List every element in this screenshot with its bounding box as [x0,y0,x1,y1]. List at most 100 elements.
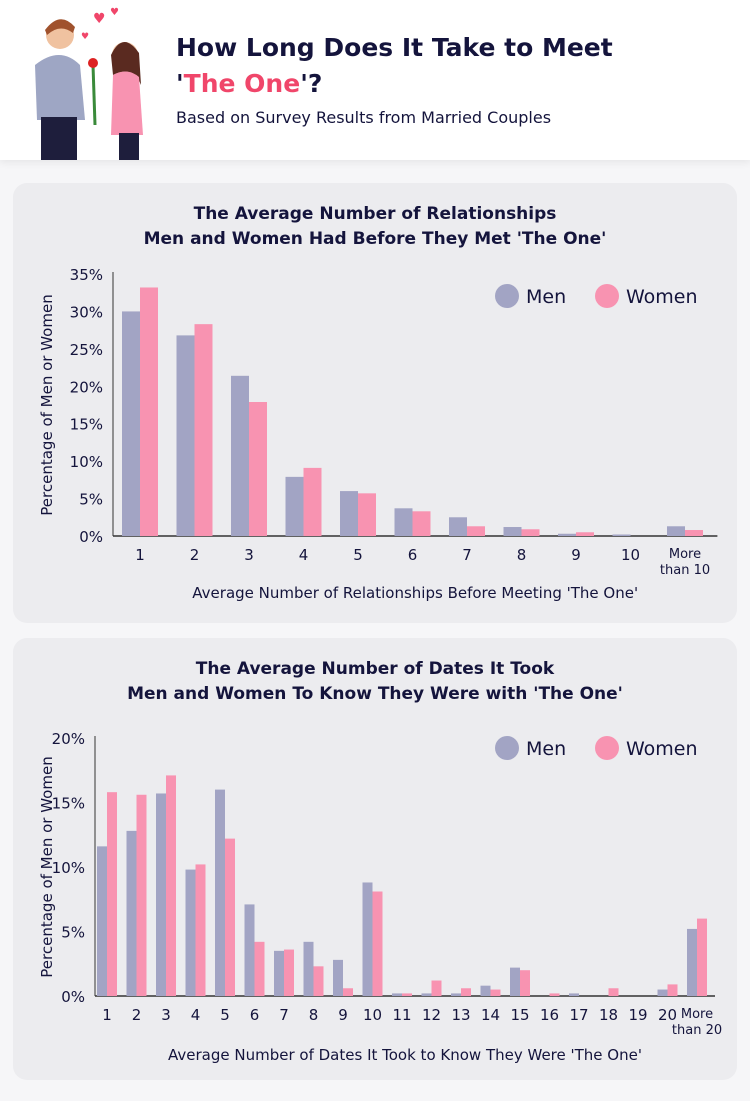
bar-women [461,988,471,996]
y-tick-label: 15% [52,795,85,813]
y-tick-label: 10% [52,859,85,877]
bar-men [122,311,140,536]
x-tick-label: 19 [628,1006,647,1024]
bar-men [274,950,284,996]
bar-men [558,533,576,536]
x-tick-label: than 20 [672,1023,722,1038]
chart-title-line: Men and Women To Know They Were with 'Th… [127,684,623,704]
y-tick-label: 25% [70,341,103,359]
x-tick-label: 1 [135,546,145,564]
couple-illustration: ♥ ♥ ♥ [35,7,143,160]
legend-swatch-men [495,736,519,760]
header: ♥ ♥ ♥ How Long Does It Take to Meet 'The On… [0,0,750,160]
bar-women [685,530,703,536]
y-tick-label: 20% [52,730,85,748]
x-tick-label: 3 [244,546,254,564]
legend-swatch-women [595,284,619,308]
x-tick-label: 17 [569,1006,588,1024]
bar-men [156,793,166,996]
bar-women [166,775,176,996]
x-tick-label: 14 [481,1006,500,1024]
y-tick-label: 0% [61,988,85,1006]
bar-women [107,792,117,996]
svg-text:♥: ♥ [110,7,119,18]
bar-men [657,989,668,996]
x-tick-label: 2 [190,546,200,564]
svg-text:♥: ♥ [93,11,106,27]
bar-men [176,335,195,536]
bar-men [612,534,631,536]
x-tick-label: 7 [279,1006,289,1024]
legend-label-men: Men [526,738,566,760]
x-tick-label: 9 [338,1006,348,1024]
bar-women [431,980,442,996]
bar-men [480,985,491,996]
x-tick-label: 10 [363,1006,382,1024]
y-axis-label: Percentage of Men or Women [38,756,56,977]
bar-women [608,988,619,996]
bar-women [249,402,267,536]
x-tick-label: 8 [309,1006,319,1024]
y-tick-label: 10% [70,453,103,471]
y-tick-label: 5% [79,491,103,509]
x-tick-label: 5 [220,1006,230,1024]
bar-women [412,511,431,536]
x-tick-label: More [669,547,701,562]
x-tick-label: 11 [392,1006,411,1024]
bar-women [402,993,412,996]
page-title: How Long Does It Take to Meet 'The One'? [176,30,613,102]
x-tick-label: 8 [517,546,527,564]
y-axis-label: Percentage of Men or Women [38,294,56,515]
bar-women [576,532,594,536]
bar-men [285,476,304,536]
x-tick-label: 4 [191,1006,201,1024]
x-tick-label: than 10 [660,563,710,578]
x-tick-label: 3 [161,1006,171,1024]
bar-women [195,864,206,996]
bar-women [467,526,485,536]
bar-men [362,882,373,996]
x-tick-label: 6 [408,546,418,564]
title-quote: '? [300,69,323,98]
bar-women [358,493,376,536]
x-tick-label: 10 [621,546,640,564]
y-tick-label: 20% [70,378,103,396]
chart-title-line: Men and Women Had Before They Met 'The O… [143,229,607,249]
title-text: How Long Does It Take to Meet [176,33,613,62]
chart-title: The Average Number of Relationships Men a… [0,202,750,252]
bar-women [520,970,530,996]
bar-women [136,794,147,996]
bar-men [451,993,461,996]
bar-men [449,517,467,536]
bar-women [140,287,158,536]
bar-women [667,984,678,996]
bar-women [254,941,265,996]
x-tick-label: 20 [658,1006,677,1024]
x-tick-label: 15 [510,1006,529,1024]
bar-women [313,966,324,996]
y-tick-label: 0% [79,528,103,546]
bar-men [340,491,358,536]
title-quote: ' [176,69,184,98]
bar-men [667,526,685,536]
y-tick-label: 35% [70,266,103,284]
x-tick-label: 16 [540,1006,559,1024]
x-axis-label: Average Number of Dates It Took to Know … [168,1046,642,1064]
bar-men [215,789,225,996]
x-tick-label: 6 [250,1006,260,1024]
bar-women [372,891,383,996]
y-tick-label: 30% [70,303,103,321]
bar-men [333,959,343,996]
page-subtitle: Based on Survey Results from Married Cou… [176,108,552,127]
legend-label-women: Women [626,286,698,308]
x-tick-label: More [681,1007,713,1022]
y-tick-label: 15% [70,416,103,434]
x-tick-label: 1 [102,1006,112,1024]
bar-men [231,375,249,536]
bar-women [521,529,540,536]
bar-men [244,904,255,996]
x-tick-label: 7 [462,546,472,564]
x-tick-label: 13 [451,1006,470,1024]
